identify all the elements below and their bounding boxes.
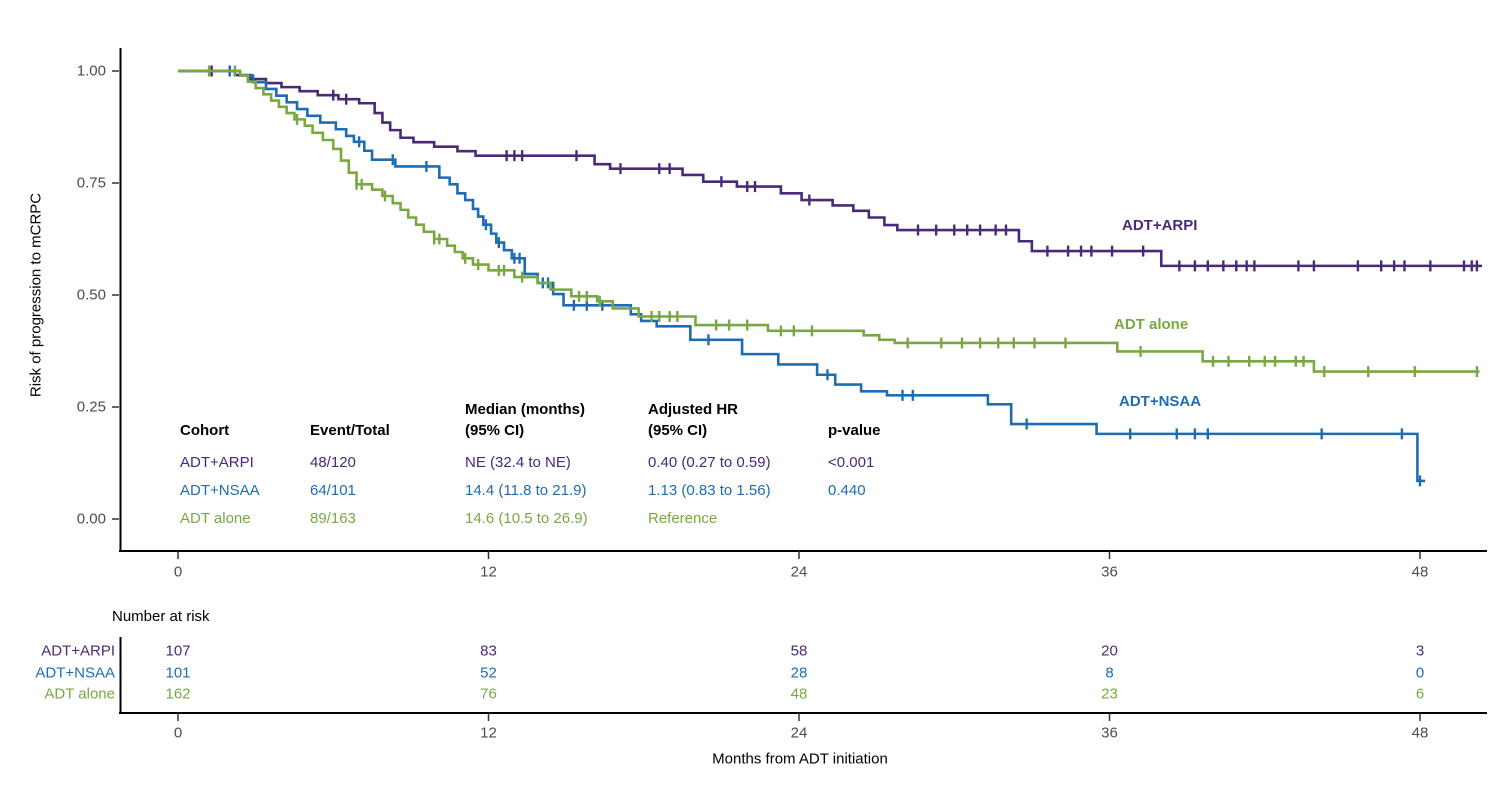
risk-x-tick-label: 48 xyxy=(1411,724,1429,742)
risk-value: 76 xyxy=(480,685,497,703)
x-tick-label: 0 xyxy=(173,563,183,581)
stats-header-median: Median (months) (95% CI) xyxy=(465,401,585,439)
stats-cell: NE (32.4 to NE) xyxy=(465,454,571,471)
risk-x-tick-label: 36 xyxy=(1101,724,1118,742)
y-tick-label: 0.25 xyxy=(76,398,106,416)
y-tick-label: 1.00 xyxy=(76,62,106,80)
risk-x-tick-label: 24 xyxy=(790,724,808,742)
stats-cell: 14.4 (11.8 to 21.9) xyxy=(465,482,587,499)
stats-cell: Reference xyxy=(648,510,718,527)
risk-row-label-adt-alone: ADT alone xyxy=(44,685,115,703)
curve-label-adt-arpi: ADT+ARPI xyxy=(1122,217,1198,234)
stats-cell: 0.40 (0.27 to 0.59) xyxy=(648,454,771,471)
curve-label-adt-nsaa: ADT+NSAA xyxy=(1119,393,1202,410)
risk-value: 0 xyxy=(1415,664,1425,682)
stats-cell: 48/120 xyxy=(310,454,356,471)
stats-header-cohort: Cohort xyxy=(180,422,230,439)
risk-value: 52 xyxy=(480,664,497,682)
curve-label-adt-alone: ADT alone xyxy=(1114,316,1189,333)
stats-cell: 89/163 xyxy=(310,510,356,527)
x-tick-label: 12 xyxy=(480,563,497,581)
inline-stats-table: Cohort Event/Total Median (months) (95% … xyxy=(180,399,923,533)
x-tick-label: 48 xyxy=(1411,563,1429,581)
x-axis-title: Months from ADT initiation xyxy=(712,750,888,768)
risk-value: 23 xyxy=(1101,685,1118,703)
risk-row-label-adt-arpi: ADT+ARPI xyxy=(41,642,115,660)
risk-value: 107 xyxy=(165,642,191,660)
stats-header-pvalue: p-value xyxy=(828,422,881,439)
risk-value: 6 xyxy=(1415,685,1425,703)
risk-row-label-adt-nsaa: ADT+NSAA xyxy=(35,664,115,682)
stats-cell: 0.440 xyxy=(828,482,866,499)
risk-value: 83 xyxy=(480,642,497,660)
stats-cell: ADT alone xyxy=(180,510,251,527)
stats-cell: 64/101 xyxy=(310,482,356,499)
risk-value: 58 xyxy=(790,642,808,660)
x-tick-label: 36 xyxy=(1101,563,1118,581)
risk-value: 48 xyxy=(790,685,808,703)
km-curve-adt-arpi xyxy=(178,69,1483,268)
risk-value: 20 xyxy=(1101,642,1118,660)
y-axis-title: Risk of progression to mCRPC xyxy=(27,192,45,398)
y-tick-label: 0.00 xyxy=(76,510,106,528)
risk-x-tick-label: 12 xyxy=(480,724,497,742)
km-curve-adt-nsaa xyxy=(178,69,1426,483)
stats-cell: <0.001 xyxy=(828,454,875,471)
stats-cell xyxy=(828,505,923,533)
risk-value: 101 xyxy=(165,664,191,682)
risk-value: 3 xyxy=(1415,642,1425,660)
risk-value: 28 xyxy=(790,664,808,682)
stats-cell: 1.13 (0.83 to 1.56) xyxy=(648,482,771,499)
x-tick-label: 24 xyxy=(790,563,808,581)
stats-header-event-total: Event/Total xyxy=(310,422,390,439)
stats-cell: ADT+ARPI xyxy=(180,454,254,471)
km-curve-adt-alone xyxy=(178,69,1480,373)
y-tick-label: 0.50 xyxy=(76,286,106,304)
y-tick-label: 0.75 xyxy=(76,174,106,192)
stats-cell: 14.6 (10.5 to 26.9) xyxy=(465,510,588,527)
risk-x-tick-label: 0 xyxy=(173,724,183,742)
stats-header-hr: Adjusted HR (95% CI) xyxy=(648,401,738,439)
risk-table-title: Number at risk xyxy=(112,608,210,625)
risk-value: 8 xyxy=(1105,664,1114,682)
stats-cell: ADT+NSAA xyxy=(180,482,260,499)
risk-value: 162 xyxy=(165,685,191,703)
